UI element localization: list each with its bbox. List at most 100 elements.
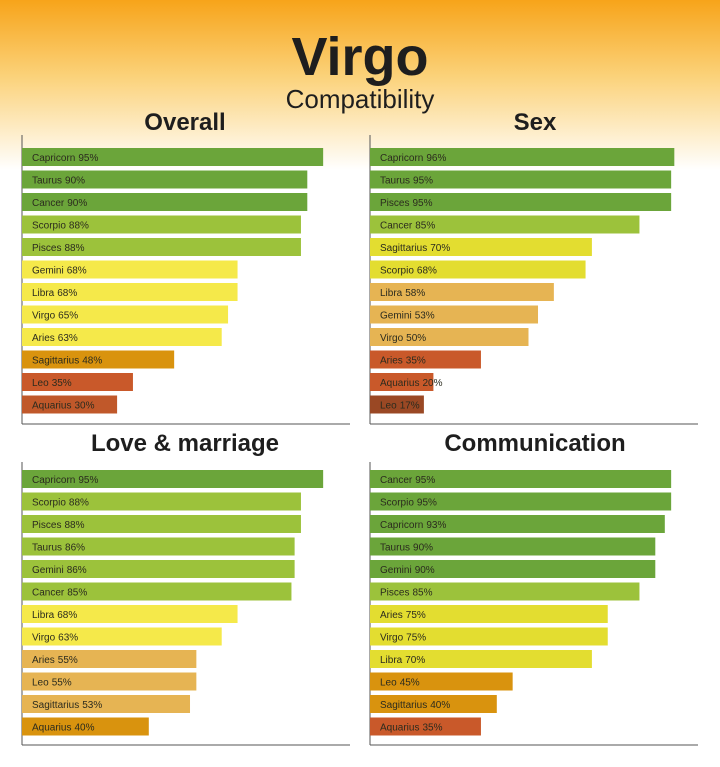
bar-label: Scorpio 88% xyxy=(32,220,89,231)
bar-label: Aries 75% xyxy=(380,610,426,621)
value-label: 68% xyxy=(67,265,87,276)
bar xyxy=(370,238,592,256)
bar-label: Pisces 95% xyxy=(380,198,433,209)
bar xyxy=(370,350,481,369)
value-label: 90% xyxy=(65,175,85,186)
category-label: Sagittarius xyxy=(380,243,427,254)
category-label: Taurus xyxy=(380,542,410,553)
category-label: Aquarius xyxy=(32,722,71,733)
bar-label: Virgo 75% xyxy=(380,632,426,643)
category-label: Gemini xyxy=(32,265,64,276)
category-label: Cancer xyxy=(380,220,413,231)
value-label: 63% xyxy=(58,632,78,643)
value-label: 40% xyxy=(430,700,450,711)
bar-label: Aquarius 40% xyxy=(32,722,95,733)
bar-label: Gemini 53% xyxy=(380,310,435,321)
bar xyxy=(370,695,497,713)
value-label: 85% xyxy=(412,587,432,598)
value-label: 65% xyxy=(58,310,78,321)
bar xyxy=(370,605,608,623)
bar-label: Gemini 90% xyxy=(380,565,435,576)
category-label: Libra xyxy=(380,655,403,666)
bar xyxy=(22,627,222,646)
bar xyxy=(22,215,301,234)
value-label: 85% xyxy=(67,587,87,598)
bar xyxy=(22,395,118,414)
value-label: 55% xyxy=(52,677,72,688)
bar-label: Cancer 90% xyxy=(32,198,87,209)
category-label: Capricorn xyxy=(32,153,75,164)
category-label: Leo xyxy=(32,677,49,688)
bar-label: Taurus 86% xyxy=(32,542,85,553)
panel-title: Communication xyxy=(444,430,625,457)
value-label: 75% xyxy=(406,632,426,643)
bar xyxy=(22,470,324,488)
value-label: 90% xyxy=(415,565,435,576)
value-label: 48% xyxy=(82,355,102,366)
category-label: Scorpio xyxy=(380,265,414,276)
value-label: 95% xyxy=(78,153,98,164)
bar xyxy=(370,470,672,488)
bar-label: Gemini 86% xyxy=(32,565,87,576)
bar-label: Sagittarius 70% xyxy=(380,243,450,254)
category-label: Libra xyxy=(32,610,55,621)
value-label: 90% xyxy=(67,198,87,209)
bar xyxy=(22,672,197,691)
category-label: Libra xyxy=(380,288,403,299)
value-label: 53% xyxy=(415,310,435,321)
bar xyxy=(22,695,191,713)
bar-label: Libra 68% xyxy=(32,610,77,621)
bar-label: Taurus 90% xyxy=(380,542,433,553)
bar-label: Taurus 90% xyxy=(32,175,85,186)
bar xyxy=(22,560,295,578)
bar-label: Aries 55% xyxy=(32,655,78,666)
bar-label: Pisces 88% xyxy=(32,243,85,254)
category-label: Sagittarius xyxy=(32,355,79,366)
bar-label: Sagittarius 40% xyxy=(380,700,450,711)
value-label: 95% xyxy=(412,198,432,209)
value-label: 45% xyxy=(400,677,420,688)
panel-title: Sex xyxy=(514,109,557,136)
category-label: Scorpio xyxy=(32,220,66,231)
value-label: 95% xyxy=(415,475,435,486)
category-label: Pisces xyxy=(380,198,409,209)
category-label: Leo xyxy=(32,378,49,389)
value-label: 96% xyxy=(426,153,446,164)
value-label: 75% xyxy=(406,610,426,621)
category-label: Virgo xyxy=(380,333,404,344)
category-label: Cancer xyxy=(32,198,65,209)
value-label: 70% xyxy=(430,243,450,254)
bar xyxy=(22,537,295,556)
bar xyxy=(370,560,656,578)
category-label: Aries xyxy=(380,355,403,366)
bar-label: Libra 70% xyxy=(380,655,425,666)
category-label: Cancer xyxy=(380,475,413,486)
bar xyxy=(22,717,149,736)
bar xyxy=(370,193,672,211)
bar xyxy=(370,395,424,414)
value-label: 70% xyxy=(405,655,425,666)
value-label: 85% xyxy=(415,220,435,231)
bar xyxy=(370,515,665,533)
value-label: 95% xyxy=(413,175,433,186)
value-label: 88% xyxy=(69,220,89,231)
bar-label: Sagittarius 48% xyxy=(32,355,102,366)
bar xyxy=(370,672,513,691)
bar xyxy=(22,170,308,189)
panel-title: Overall xyxy=(144,109,225,136)
bar-label: Capricorn 96% xyxy=(380,153,446,164)
bar xyxy=(370,627,608,646)
value-label: 95% xyxy=(78,475,98,486)
value-label: 93% xyxy=(426,520,446,531)
bar xyxy=(370,373,434,391)
value-label: 35% xyxy=(406,355,426,366)
bar xyxy=(22,650,197,668)
bar xyxy=(370,492,672,511)
bar-label: Pisces 88% xyxy=(32,520,85,531)
category-label: Sagittarius xyxy=(380,700,427,711)
main-title: Virgo xyxy=(291,27,428,87)
bar xyxy=(370,170,672,189)
bar xyxy=(370,283,554,301)
